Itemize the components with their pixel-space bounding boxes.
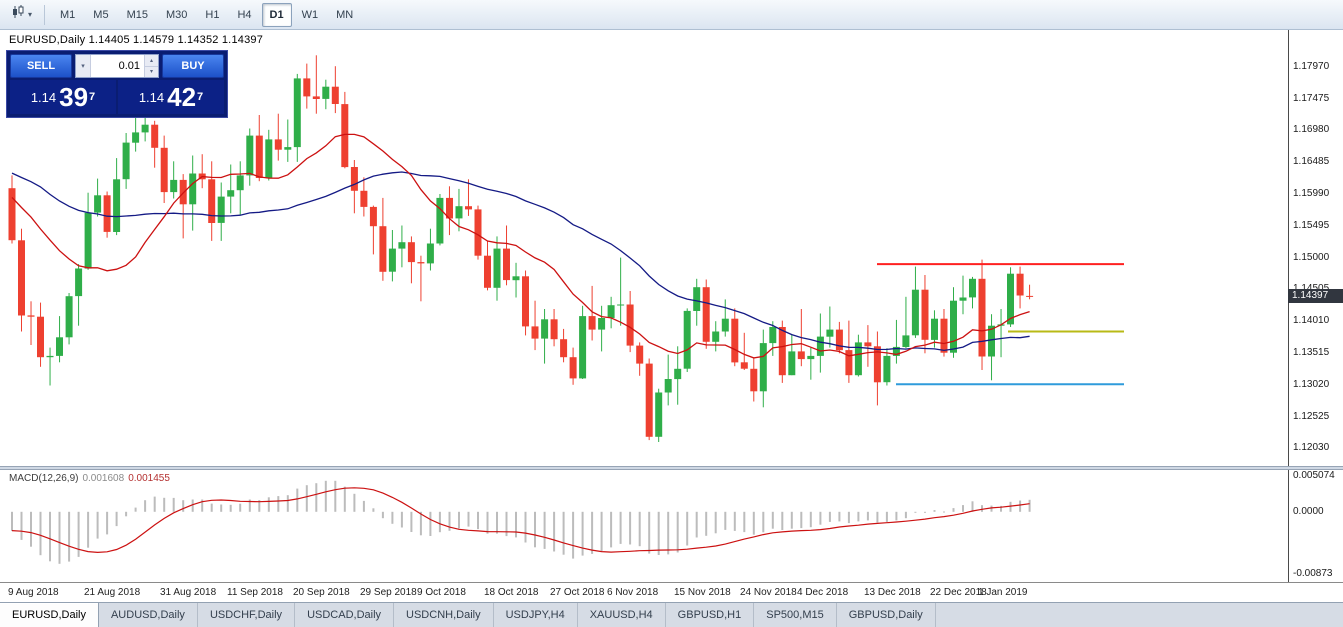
date-axis-label: 4 Dec 2018 bbox=[797, 587, 849, 598]
date-axis-label: 9 Aug 2018 bbox=[8, 587, 59, 598]
chart-tabs-bar: EURUSD,Daily AUDUSD,Daily USDCHF,Daily USDC… bbox=[0, 602, 1343, 627]
price-chart-canvas[interactable] bbox=[0, 30, 1288, 466]
current-price-badge: 1.14397 bbox=[1288, 289, 1343, 303]
timeframe-button-m15[interactable]: M15 bbox=[126, 8, 148, 21]
price-chart-pane: EURUSD,Daily 1.14405 1.14579 1.14352 1.1… bbox=[0, 30, 1288, 466]
timeframe-button-h4[interactable]: H4 bbox=[237, 8, 252, 21]
macd-signal-value: 0.001455 bbox=[128, 473, 170, 484]
chart-tab-audusd-daily[interactable]: AUDUSD,Daily bbox=[99, 603, 198, 627]
timeframe-button-h1[interactable]: H1 bbox=[205, 8, 220, 21]
price-axis-label: 1.14505 bbox=[1293, 283, 1329, 294]
volume-dropdown-button[interactable]: ▾ bbox=[76, 55, 91, 77]
chart-tab-sp500-m15[interactable]: SP500,M15 bbox=[754, 603, 837, 627]
chart-tab-eurusd-daily[interactable]: EURUSD,Daily bbox=[0, 603, 99, 627]
date-axis-label: 18 Oct 2018 bbox=[484, 587, 539, 598]
timeframe-button-m1[interactable]: M1 bbox=[60, 8, 76, 21]
chart-tab-gbpusd-daily[interactable]: GBPUSD,Daily bbox=[837, 603, 936, 627]
sell-price-display[interactable]: 1.14 39 7 bbox=[10, 80, 116, 114]
date-axis-label: 6 Nov 2018 bbox=[607, 587, 659, 598]
volume-value[interactable]: 0.01 bbox=[118, 60, 140, 72]
price-axis-label: 1.16980 bbox=[1293, 124, 1330, 135]
price-axis[interactable]: 1.17970 1.17475 1.16980 1.16485 1.15990 1.154… bbox=[1289, 30, 1343, 466]
date-axis-label: 27 Oct 2018 bbox=[550, 587, 605, 598]
toolbar: ▾ M1 M5 M15 M30 H1 H4 D1 W1 MN bbox=[0, 0, 1343, 30]
price-axis-label: 1.15495 bbox=[1293, 220, 1330, 231]
buy-price-base: 1.14 bbox=[138, 89, 165, 105]
sell-price-pips: 39 bbox=[59, 82, 89, 112]
date-axis-label: 13 Dec 2018 bbox=[864, 587, 921, 598]
date-axis-label: 15 Nov 2018 bbox=[674, 587, 731, 598]
timeframe-button-w1[interactable]: W1 bbox=[301, 8, 319, 21]
date-axis-label: 31 Aug 2018 bbox=[160, 587, 217, 598]
toolbar-separator bbox=[44, 4, 46, 25]
price-axis-label: 1.12030 bbox=[1293, 442, 1330, 453]
volume-up-icon[interactable]: ▴ bbox=[145, 55, 158, 67]
buy-button[interactable]: BUY bbox=[162, 54, 224, 78]
price-axis-label: 1.16485 bbox=[1293, 156, 1330, 167]
timeframe-group: M1 M5 M15 M30 H1 H4 D1 W1 MN bbox=[51, 2, 362, 27]
date-axis-label: 21 Aug 2018 bbox=[84, 587, 141, 598]
price-axis-label: 1.15000 bbox=[1293, 252, 1330, 263]
chart-type-button[interactable]: ▾ bbox=[5, 3, 38, 27]
price-axis-label: 1.17475 bbox=[1293, 93, 1330, 104]
macd-pane: MACD(12,26,9) 0.001608 0.001455 bbox=[0, 470, 1288, 582]
chart-tab-gbpusd-h1[interactable]: GBPUSD,H1 bbox=[666, 603, 755, 627]
trade-panel-controls: SELL ▾ 0.01 ▴ ▾ BUY bbox=[10, 54, 224, 78]
one-click-trading-panel: SELL ▾ 0.01 ▴ ▾ BUY 1.14 39 7 bbox=[6, 50, 228, 118]
volume-down-icon[interactable]: ▾ bbox=[145, 66, 158, 77]
date-axis-label: 29 Sep 2018 bbox=[360, 587, 417, 598]
trade-panel-prices: 1.14 39 7 1.14 42 7 bbox=[10, 80, 224, 114]
timeframe-button-d1[interactable]: D1 bbox=[261, 2, 292, 27]
volume-field[interactable]: ▾ 0.01 ▴ ▾ bbox=[75, 54, 159, 78]
price-axis-label: 1.17970 bbox=[1293, 61, 1330, 72]
price-axis-label: 1.13020 bbox=[1293, 379, 1330, 390]
date-axis-label: 20 Sep 2018 bbox=[293, 587, 350, 598]
date-axis-label: 22 Dec 2018 bbox=[930, 587, 987, 598]
chart-tab-xauusd-h4[interactable]: XAUUSD,H4 bbox=[578, 603, 666, 627]
chart-title: EURUSD,Daily 1.14405 1.14579 1.14352 1.1… bbox=[9, 34, 264, 46]
pane-splitter[interactable] bbox=[0, 466, 1343, 470]
price-axis-label: 1.13515 bbox=[1293, 347, 1330, 358]
price-axis-label: 1.12525 bbox=[1293, 411, 1330, 422]
chart-tab-usdchf-daily[interactable]: USDCHF,Daily bbox=[198, 603, 296, 627]
chart-window: EURUSD,Daily 1.14405 1.14579 1.14352 1.1… bbox=[0, 30, 1343, 602]
sell-price-point: 7 bbox=[89, 91, 96, 103]
price-axis-label: 1.14010 bbox=[1293, 315, 1330, 326]
date-axis-label: 9 Oct 2018 bbox=[417, 587, 466, 598]
chart-tab-usdcad-daily[interactable]: USDCAD,Daily bbox=[295, 603, 395, 627]
timeframe-button-m30[interactable]: M30 bbox=[165, 8, 188, 21]
timeframe-button-m5[interactable]: M5 bbox=[93, 8, 109, 21]
date-axis-label: 24 Nov 2018 bbox=[740, 587, 797, 598]
buy-price-display[interactable]: 1.14 42 7 bbox=[118, 80, 224, 114]
date-axis-label: 1 Jan 2019 bbox=[978, 587, 1028, 598]
macd-label: MACD(12,26,9) 0.001608 0.001455 bbox=[9, 473, 170, 484]
macd-axis-label: 0.005074 bbox=[1293, 470, 1335, 481]
timeframe-button-mn[interactable]: MN bbox=[336, 8, 354, 21]
price-axis-label: 1.15990 bbox=[1293, 188, 1330, 199]
volume-stepper: ▴ ▾ bbox=[144, 55, 158, 77]
sell-button[interactable]: SELL bbox=[10, 54, 72, 78]
macd-axis-label: -0.00873 bbox=[1293, 568, 1333, 579]
price-axis-separator bbox=[1288, 30, 1289, 582]
candlestick-chart-icon bbox=[11, 5, 25, 24]
buy-price-point: 7 bbox=[197, 91, 204, 103]
macd-axis[interactable]: 0.005074 0.0000 -0.00873 bbox=[1289, 470, 1343, 582]
chart-tab-usdcnh-daily[interactable]: USDCNH,Daily bbox=[394, 603, 494, 627]
date-axis-label: 11 Sep 2018 bbox=[227, 587, 283, 598]
chevron-down-icon: ▾ bbox=[28, 9, 33, 19]
date-axis[interactable]: 9 Aug 2018 21 Aug 2018 31 Aug 2018 11 Sep 2… bbox=[0, 582, 1343, 602]
macd-main-value: 0.001608 bbox=[82, 473, 125, 484]
macd-axis-label: 0.0000 bbox=[1293, 506, 1324, 517]
sell-price-base: 1.14 bbox=[30, 89, 57, 105]
macd-name: MACD(12,26,9) bbox=[9, 473, 79, 484]
buy-price-pips: 42 bbox=[167, 82, 197, 112]
macd-canvas[interactable] bbox=[0, 470, 1288, 582]
chart-tab-usdjpy-h4[interactable]: USDJPY,H4 bbox=[494, 603, 578, 627]
